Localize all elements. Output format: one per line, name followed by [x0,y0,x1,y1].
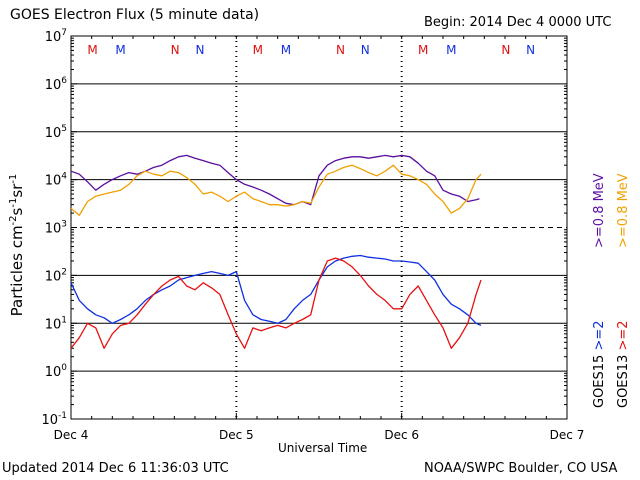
y-tick-label: 107 [45,28,67,45]
y-tick-label: 102 [45,267,67,284]
legend-label: GOES13 >=2 [616,320,631,408]
y-tick-label: 106 [45,76,68,93]
y-tick-label: 10-1 [41,411,67,428]
legend-entry: GOES15 >=2 [592,320,607,408]
event-marker: M [281,43,291,57]
x-tick-label: Dec 7 [550,428,585,442]
x-axis-ticks: Dec 4 Dec 5 Dec 6 Dec 7 [54,36,585,442]
x-tick-label: Dec 5 [219,428,254,442]
event-marker: N [336,43,345,57]
legend-label: >=0.8 MeV [592,173,607,248]
legend-label: >=0.8 MeV [616,173,631,248]
event-marker: N [526,43,535,57]
y-axis-label: Particles cm-2s-1sr-1 [8,174,26,317]
y-tick-label: 101 [45,315,67,332]
event-marker: N [361,43,370,57]
series-line [70,257,482,349]
event-marker: M [115,43,125,57]
x-tick-label: Dec 6 [384,428,419,442]
event-marker: N [171,43,180,57]
event-marker: N [195,43,204,57]
series-line [70,254,482,326]
y-axis-ticks: 107 106 105 104 103 102 101 100 10-1 [41,28,567,428]
series-line [70,164,482,216]
legend-entry: >=0.8 MeV [616,173,631,248]
event-marker: M [253,43,263,57]
y-tick-label: 105 [45,124,67,141]
series-line [70,154,480,206]
x-tick-label: Dec 4 [54,428,89,442]
legend: GOES15 >=2 GOES13 >=2 >=0.8 MeV >=0.8 MeV [592,173,631,408]
legend-label: GOES15 >=2 [592,320,607,408]
event-marker: M [446,43,456,57]
gridlines [71,83,567,372]
x-axis-label: Universal Time [278,441,368,455]
y-tick-label: 104 [45,172,68,189]
begin-date: Begin: 2014 Dec 4 0000 UTC [424,15,612,30]
updated-timestamp: Updated 2014 Dec 6 11:36:03 UTC [2,461,229,476]
event-marker: M [87,43,97,57]
credit-text: NOAA/SWPC Boulder, CO USA [424,461,618,476]
event-marker: N [501,43,510,57]
svg-text:Particles cm-2s-1sr-1: Particles cm-2s-1sr-1 [8,174,26,317]
legend-entry: GOES13 >=2 [616,320,631,408]
event-marker: M [418,43,428,57]
data-series [70,154,482,349]
y-tick-label: 100 [45,363,68,380]
chart-title: GOES Electron Flux (5 minute data) [10,7,260,23]
legend-entry: >=0.8 MeV [592,173,607,248]
y-tick-label: 103 [45,220,67,237]
